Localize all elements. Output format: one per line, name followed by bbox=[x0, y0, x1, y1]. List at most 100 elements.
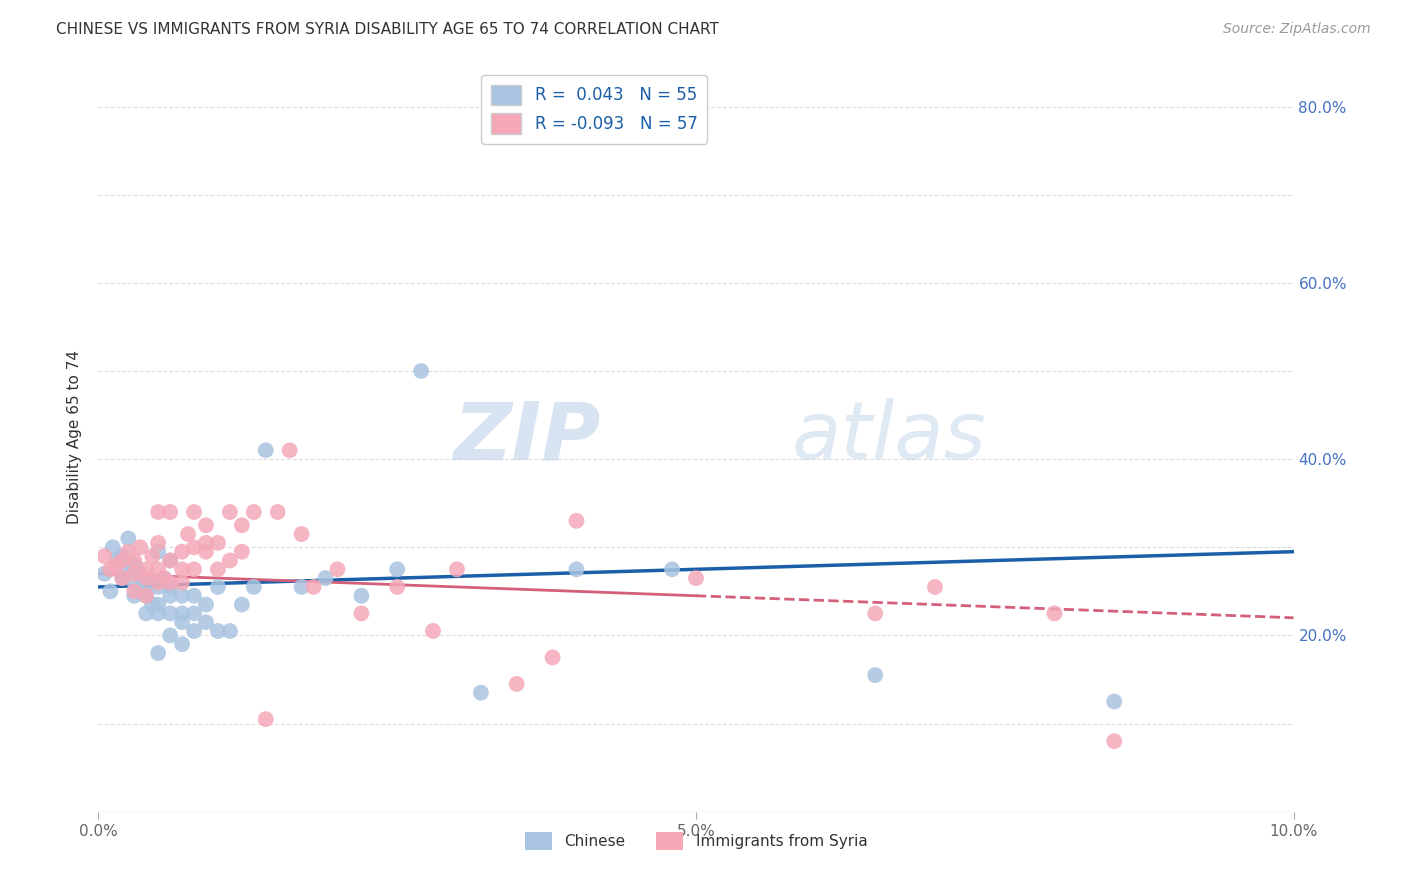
Point bbox=[172, 544, 194, 558]
Point bbox=[446, 562, 468, 576]
Point bbox=[254, 712, 277, 726]
Point bbox=[101, 541, 124, 555]
Point bbox=[159, 628, 181, 642]
Point bbox=[207, 536, 229, 550]
Point bbox=[117, 544, 139, 558]
Point bbox=[159, 607, 181, 621]
Point bbox=[177, 527, 200, 541]
Point bbox=[219, 505, 242, 519]
Point bbox=[183, 589, 205, 603]
Point bbox=[124, 558, 146, 572]
Point bbox=[1104, 694, 1126, 708]
Point bbox=[1104, 734, 1126, 748]
Point bbox=[148, 580, 170, 594]
Point bbox=[124, 566, 146, 581]
Point bbox=[159, 580, 181, 594]
Point bbox=[685, 571, 707, 585]
Point bbox=[207, 562, 229, 576]
Point bbox=[183, 607, 205, 621]
Point bbox=[124, 575, 146, 590]
Point bbox=[135, 607, 157, 621]
Point bbox=[159, 553, 181, 567]
Point bbox=[93, 566, 115, 581]
Text: ZIP: ZIP bbox=[453, 398, 600, 476]
Text: Source: ZipAtlas.com: Source: ZipAtlas.com bbox=[1223, 22, 1371, 37]
Y-axis label: Disability Age 65 to 74: Disability Age 65 to 74 bbox=[67, 350, 83, 524]
Point bbox=[231, 518, 253, 533]
Point bbox=[135, 580, 157, 594]
Point bbox=[183, 562, 205, 576]
Point bbox=[243, 580, 266, 594]
Point bbox=[153, 571, 176, 585]
Point bbox=[195, 544, 218, 558]
Point bbox=[98, 562, 122, 576]
Point bbox=[541, 650, 564, 665]
Point bbox=[129, 580, 152, 594]
Point bbox=[111, 571, 134, 585]
Point bbox=[315, 571, 337, 585]
Point bbox=[172, 637, 194, 651]
Point bbox=[111, 553, 134, 567]
Point bbox=[172, 607, 194, 621]
Point bbox=[350, 589, 373, 603]
Point bbox=[195, 518, 218, 533]
Point bbox=[159, 575, 181, 590]
Point bbox=[172, 562, 194, 576]
Point bbox=[195, 536, 218, 550]
Point bbox=[141, 549, 163, 563]
Point bbox=[172, 615, 194, 630]
Point bbox=[135, 589, 157, 603]
Point bbox=[219, 553, 242, 567]
Point bbox=[1043, 607, 1066, 621]
Point bbox=[565, 514, 588, 528]
Point bbox=[148, 607, 170, 621]
Point bbox=[219, 624, 242, 638]
Point bbox=[148, 562, 170, 576]
Point bbox=[291, 527, 314, 541]
Point bbox=[159, 505, 181, 519]
Point bbox=[924, 580, 946, 594]
Point bbox=[98, 584, 122, 599]
Point bbox=[148, 598, 170, 612]
Point bbox=[153, 571, 176, 585]
Point bbox=[326, 562, 349, 576]
Point bbox=[111, 549, 134, 563]
Point bbox=[148, 544, 170, 558]
Point bbox=[172, 575, 194, 590]
Point bbox=[148, 575, 170, 590]
Point bbox=[278, 443, 301, 458]
Point bbox=[148, 536, 170, 550]
Point bbox=[105, 553, 128, 567]
Point bbox=[183, 505, 205, 519]
Text: CHINESE VS IMMIGRANTS FROM SYRIA DISABILITY AGE 65 TO 74 CORRELATION CHART: CHINESE VS IMMIGRANTS FROM SYRIA DISABIL… bbox=[56, 22, 718, 37]
Point bbox=[183, 541, 205, 555]
Point bbox=[111, 571, 134, 585]
Point bbox=[159, 553, 181, 567]
Point bbox=[411, 364, 433, 378]
Point bbox=[117, 532, 139, 546]
Point bbox=[195, 615, 218, 630]
Point bbox=[302, 580, 325, 594]
Point bbox=[124, 589, 146, 603]
Point bbox=[291, 580, 314, 594]
Text: atlas: atlas bbox=[792, 398, 987, 476]
Point bbox=[111, 562, 134, 576]
Point bbox=[422, 624, 444, 638]
Point bbox=[565, 562, 588, 576]
Point bbox=[267, 505, 290, 519]
Point bbox=[350, 607, 373, 621]
Point bbox=[385, 562, 409, 576]
Point bbox=[124, 553, 146, 567]
Point bbox=[470, 686, 492, 700]
Point bbox=[506, 677, 529, 691]
Point bbox=[148, 646, 170, 660]
Point bbox=[385, 580, 409, 594]
Point bbox=[195, 598, 218, 612]
Point bbox=[129, 541, 152, 555]
Point bbox=[135, 589, 157, 603]
Point bbox=[93, 549, 115, 563]
Point bbox=[243, 505, 266, 519]
Point bbox=[865, 668, 887, 682]
Point bbox=[135, 571, 157, 585]
Point bbox=[183, 624, 205, 638]
